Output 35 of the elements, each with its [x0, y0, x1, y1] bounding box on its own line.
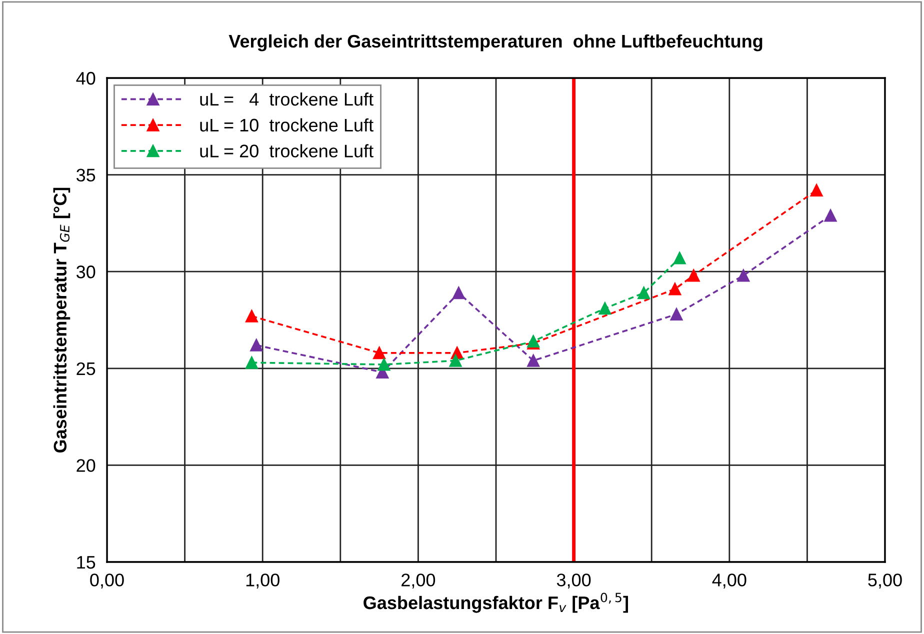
x-tick-label: 5,00 — [868, 574, 902, 589]
x-tick-label: 3,00 — [556, 574, 591, 589]
legend-label: uL = 20 trockene Luft — [200, 144, 374, 158]
x-tick-label: 0,00 — [90, 574, 124, 589]
x-tick-label: 1,00 — [246, 574, 280, 589]
point — [449, 354, 462, 367]
x-axis-title: Gasbelastungsfaktor F$_{v}$ [Pa$^{0,5}$] — [364, 592, 628, 613]
point — [687, 269, 700, 282]
point — [670, 308, 683, 320]
y-axis-title: Gaseintrittstemperatur T$_{GE}$ [°C] — [53, 188, 70, 453]
point — [810, 184, 823, 197]
point — [527, 354, 540, 367]
point — [673, 252, 686, 264]
point — [373, 346, 386, 360]
y-tick-label: 40 — [76, 72, 96, 85]
x-tick-label: 4,00 — [712, 574, 746, 589]
chart-title: Vergleich der Gaseintrittstemperaturen ohne Luftbefeuchtung — [228, 34, 762, 52]
point — [598, 302, 612, 315]
point — [245, 356, 258, 369]
point — [668, 282, 682, 296]
point — [250, 338, 263, 352]
legend-label: uL = 10 trockene Luft — [200, 118, 374, 132]
y-tick-label: 35 — [76, 168, 96, 182]
legend-label: uL = 4 trockene Luft — [200, 92, 374, 106]
point — [737, 269, 750, 282]
point — [824, 209, 837, 222]
point — [378, 358, 390, 371]
point — [245, 310, 258, 322]
point — [452, 286, 465, 300]
point — [638, 286, 650, 300]
y-tick-label: 25 — [76, 362, 96, 376]
y-tick-label: 20 — [76, 459, 96, 472]
x-tick-label: 2,00 — [402, 574, 436, 589]
y-tick-label: 30 — [76, 266, 96, 278]
y-tick-label: 15 — [77, 556, 96, 569]
